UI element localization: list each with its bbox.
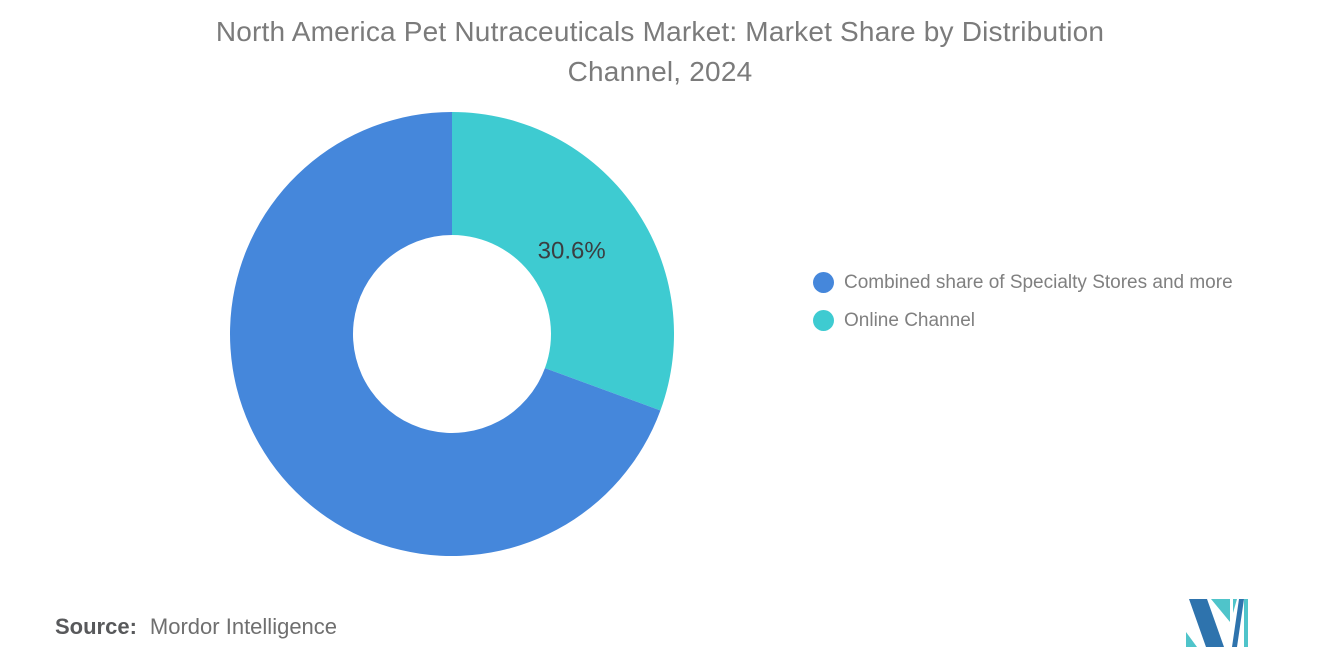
source-value: Mordor Intelligence bbox=[149, 614, 338, 639]
donut-chart: 30.6% bbox=[230, 112, 675, 556]
legend: Combined share of Specialty Stores and m… bbox=[813, 269, 1233, 335]
legend-item-label: Combined share of Specialty Stores and m… bbox=[844, 272, 1233, 293]
source-label: Source: bbox=[55, 614, 137, 639]
source-note: Source: Mordor Intelligence bbox=[55, 612, 337, 642]
logo-shape bbox=[1211, 599, 1230, 622]
logo-shape bbox=[1244, 599, 1248, 647]
donut-svg: 30.6% bbox=[230, 112, 675, 556]
legend-color-dot-icon bbox=[813, 272, 834, 293]
legend-item-label: Online Channel bbox=[844, 310, 975, 331]
legend-color-dot-icon bbox=[813, 310, 834, 331]
legend-item-specialty-stores: Combined share of Specialty Stores and m… bbox=[813, 269, 1233, 297]
mordor-intelligence-logo bbox=[1186, 599, 1248, 647]
slice-value-label: 30.6% bbox=[538, 237, 606, 264]
pie-slice-1 bbox=[230, 112, 661, 556]
logo-shape bbox=[1189, 599, 1224, 647]
legend-item-online-channel: Online Channel bbox=[813, 307, 1233, 335]
chart-title-line1: North America Pet Nutraceuticals Market:… bbox=[215, 16, 1105, 47]
chart-title: North America Pet Nutraceuticals Market:… bbox=[0, 12, 1320, 92]
pie-slice-0 bbox=[452, 112, 675, 411]
logo-shape bbox=[1232, 599, 1244, 647]
logo-shape bbox=[1233, 599, 1237, 613]
logo-shape bbox=[1186, 632, 1197, 647]
chart-title-line2: Channel, 2024 bbox=[567, 56, 753, 87]
